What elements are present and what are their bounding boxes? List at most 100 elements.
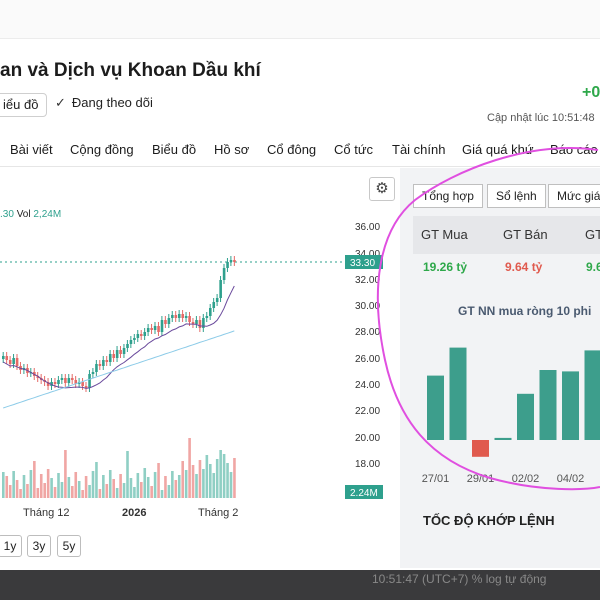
volume-bar xyxy=(15,480,19,498)
foreign-net-buy-chart: 27/01 29/01 02/02 04/02 xyxy=(422,347,600,485)
net-buy-bar xyxy=(472,440,489,457)
y-tick: 22.00 xyxy=(355,406,380,417)
candle-body xyxy=(46,382,50,386)
volume-bar xyxy=(219,450,222,498)
candle-body xyxy=(212,302,216,308)
candle-body xyxy=(171,315,174,318)
volume-bar xyxy=(136,473,140,498)
volume-bar xyxy=(67,477,71,498)
candle-body xyxy=(71,378,74,380)
volume-bar xyxy=(229,472,233,498)
candle-body xyxy=(112,354,115,358)
candle-body xyxy=(115,350,119,358)
candle-body xyxy=(150,328,153,330)
updated-time: 10:51:48 xyxy=(551,112,595,124)
candle-body xyxy=(50,382,53,386)
volume-bar xyxy=(133,487,136,498)
volume-bar xyxy=(198,460,202,498)
y-tick: 34.00 xyxy=(355,249,380,260)
tab-reports[interactable]: Báo cáo xyxy=(550,142,598,157)
volume-bar xyxy=(46,469,50,498)
candlestick-chart[interactable]: 36.00 34.00 32.00 30.00 28.00 26.00 24.0… xyxy=(0,168,400,568)
y-tick: 30.00 xyxy=(355,301,380,312)
volume-bar xyxy=(112,479,115,498)
y-tick: 20.00 xyxy=(355,433,380,444)
range-3y-button[interactable]: 3y xyxy=(27,535,51,557)
volume-bar xyxy=(8,485,12,498)
candle-body xyxy=(108,354,112,362)
candle-body xyxy=(57,380,60,384)
volume-bar xyxy=(195,474,198,498)
y-tick: 32.00 xyxy=(355,275,380,286)
candle-body xyxy=(184,316,188,318)
volume-bar xyxy=(60,482,64,498)
net-value: 9.6 xyxy=(586,260,600,274)
volume-bar xyxy=(53,487,57,498)
candle-body xyxy=(174,315,178,318)
tab-summary[interactable]: Tổng hợp xyxy=(413,184,483,208)
candle-body xyxy=(12,358,15,364)
candle-body xyxy=(219,280,222,298)
volume-bar xyxy=(215,459,219,498)
candle-body xyxy=(15,358,19,366)
volume-bar xyxy=(181,461,184,498)
volume-bar xyxy=(74,472,78,498)
tab-profile[interactable]: Hồ sơ xyxy=(214,142,250,157)
net-buy-bar xyxy=(517,393,534,440)
volume-bar xyxy=(140,482,143,498)
y-axis-ticks: 36.00 34.00 32.00 30.00 28.00 26.00 24.0… xyxy=(355,222,380,470)
tab-price-history[interactable]: Giá quá khứ xyxy=(462,142,534,157)
chart-button[interactable]: iểu đồ xyxy=(0,93,48,117)
volume-bar xyxy=(160,490,164,498)
follow-label: Đang theo dõi xyxy=(71,95,153,110)
candle-body xyxy=(98,364,102,366)
net-buy-bar xyxy=(494,437,512,440)
tab-chart[interactable]: Biểu đồ xyxy=(152,142,197,157)
volume-bar xyxy=(191,465,195,498)
volume-bar xyxy=(222,454,226,498)
candle-body xyxy=(229,260,233,262)
legend-vol-value: 2,24M xyxy=(33,209,62,220)
follow-toggle[interactable]: ✓ Đang theo dõi xyxy=(55,95,153,111)
candle-body xyxy=(181,314,184,318)
moving-average-short xyxy=(2,285,235,389)
volume-bar xyxy=(19,489,22,498)
volume-tag: 2.24M xyxy=(350,488,378,499)
tab-posts[interactable]: Bài viết xyxy=(10,142,53,157)
section-nav: Bài viết Cộng đồng Biểu đồ Hồ sơ Cổ đông… xyxy=(0,132,600,167)
candle-body xyxy=(198,320,202,328)
candle-body xyxy=(133,338,136,340)
legend-last: .30 xyxy=(0,209,14,220)
candle-body xyxy=(222,268,226,280)
volume-bar xyxy=(126,451,129,498)
candle-body xyxy=(95,364,98,372)
volume-bar xyxy=(153,472,157,498)
candle-body xyxy=(91,372,95,374)
tab-order-book[interactable]: Sổ lệnh xyxy=(487,184,546,208)
volume-bar xyxy=(2,472,5,498)
tab-community[interactable]: Cộng đồng xyxy=(70,142,134,157)
volume-bar xyxy=(29,470,33,498)
range-5y-button[interactable]: 5y xyxy=(57,535,81,557)
net-buy-bar xyxy=(584,350,600,440)
volume-bar xyxy=(12,471,15,498)
volume-bar xyxy=(150,486,153,498)
net-buy-x-label: 29/01 xyxy=(467,473,495,485)
volume-bar xyxy=(209,464,212,498)
candle-body xyxy=(53,382,57,384)
range-1y-button[interactable]: 1y xyxy=(0,535,22,557)
candle-body xyxy=(233,260,236,262)
sell-value: 9.64 tỷ xyxy=(505,260,543,274)
tab-shareholders[interactable]: Cổ đông xyxy=(267,142,317,157)
tab-dividends[interactable]: Cổ tức xyxy=(334,142,374,157)
volume-bar xyxy=(39,474,43,498)
volume-bar xyxy=(64,450,67,498)
candle-body xyxy=(191,322,195,324)
x-label: Tháng 2 xyxy=(198,507,238,519)
tab-price-levels[interactable]: Mức giá xyxy=(548,184,600,208)
candle-body xyxy=(205,316,209,318)
tab-financials[interactable]: Tài chính xyxy=(392,142,446,157)
volume-bar xyxy=(184,470,188,498)
volume-bar xyxy=(202,469,205,498)
volume-bar xyxy=(98,489,102,498)
